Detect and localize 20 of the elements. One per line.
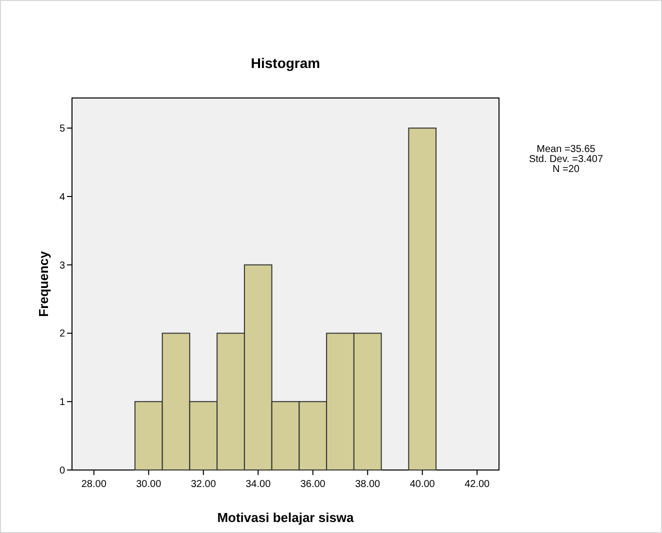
y-tick-label: 2 — [59, 328, 66, 340]
x-tick-label: 34.00 — [246, 479, 272, 490]
y-axis-title: Frequency — [36, 250, 51, 317]
x-tick-label: 32.00 — [190, 479, 216, 490]
y-tick-label: 3 — [59, 260, 66, 272]
text: N =20 — [552, 164, 580, 175]
x-tick-label: 40.00 — [410, 479, 436, 490]
chart-title: Histogram — [250, 55, 320, 71]
y-tick-label: 4 — [59, 192, 66, 203]
x-axis-title: Motivasi belajar siswa — [217, 510, 355, 525]
x-tick-label: 38.00 — [355, 479, 381, 490]
y-tick-label: 0 — [59, 466, 66, 476]
text: Std. Dev. =3.407 — [528, 154, 604, 165]
y-tick-label: 1 — [59, 397, 66, 408]
x-tick-label: 42.00 — [464, 479, 490, 490]
text: Mean =35.65 — [536, 144, 596, 155]
x-tick-label: 30.00 — [136, 479, 162, 490]
x-tick-label: 36.00 — [300, 479, 326, 490]
x-tick-label: 28.00 — [81, 479, 107, 490]
y-tick-label: 5 — [59, 124, 66, 135]
